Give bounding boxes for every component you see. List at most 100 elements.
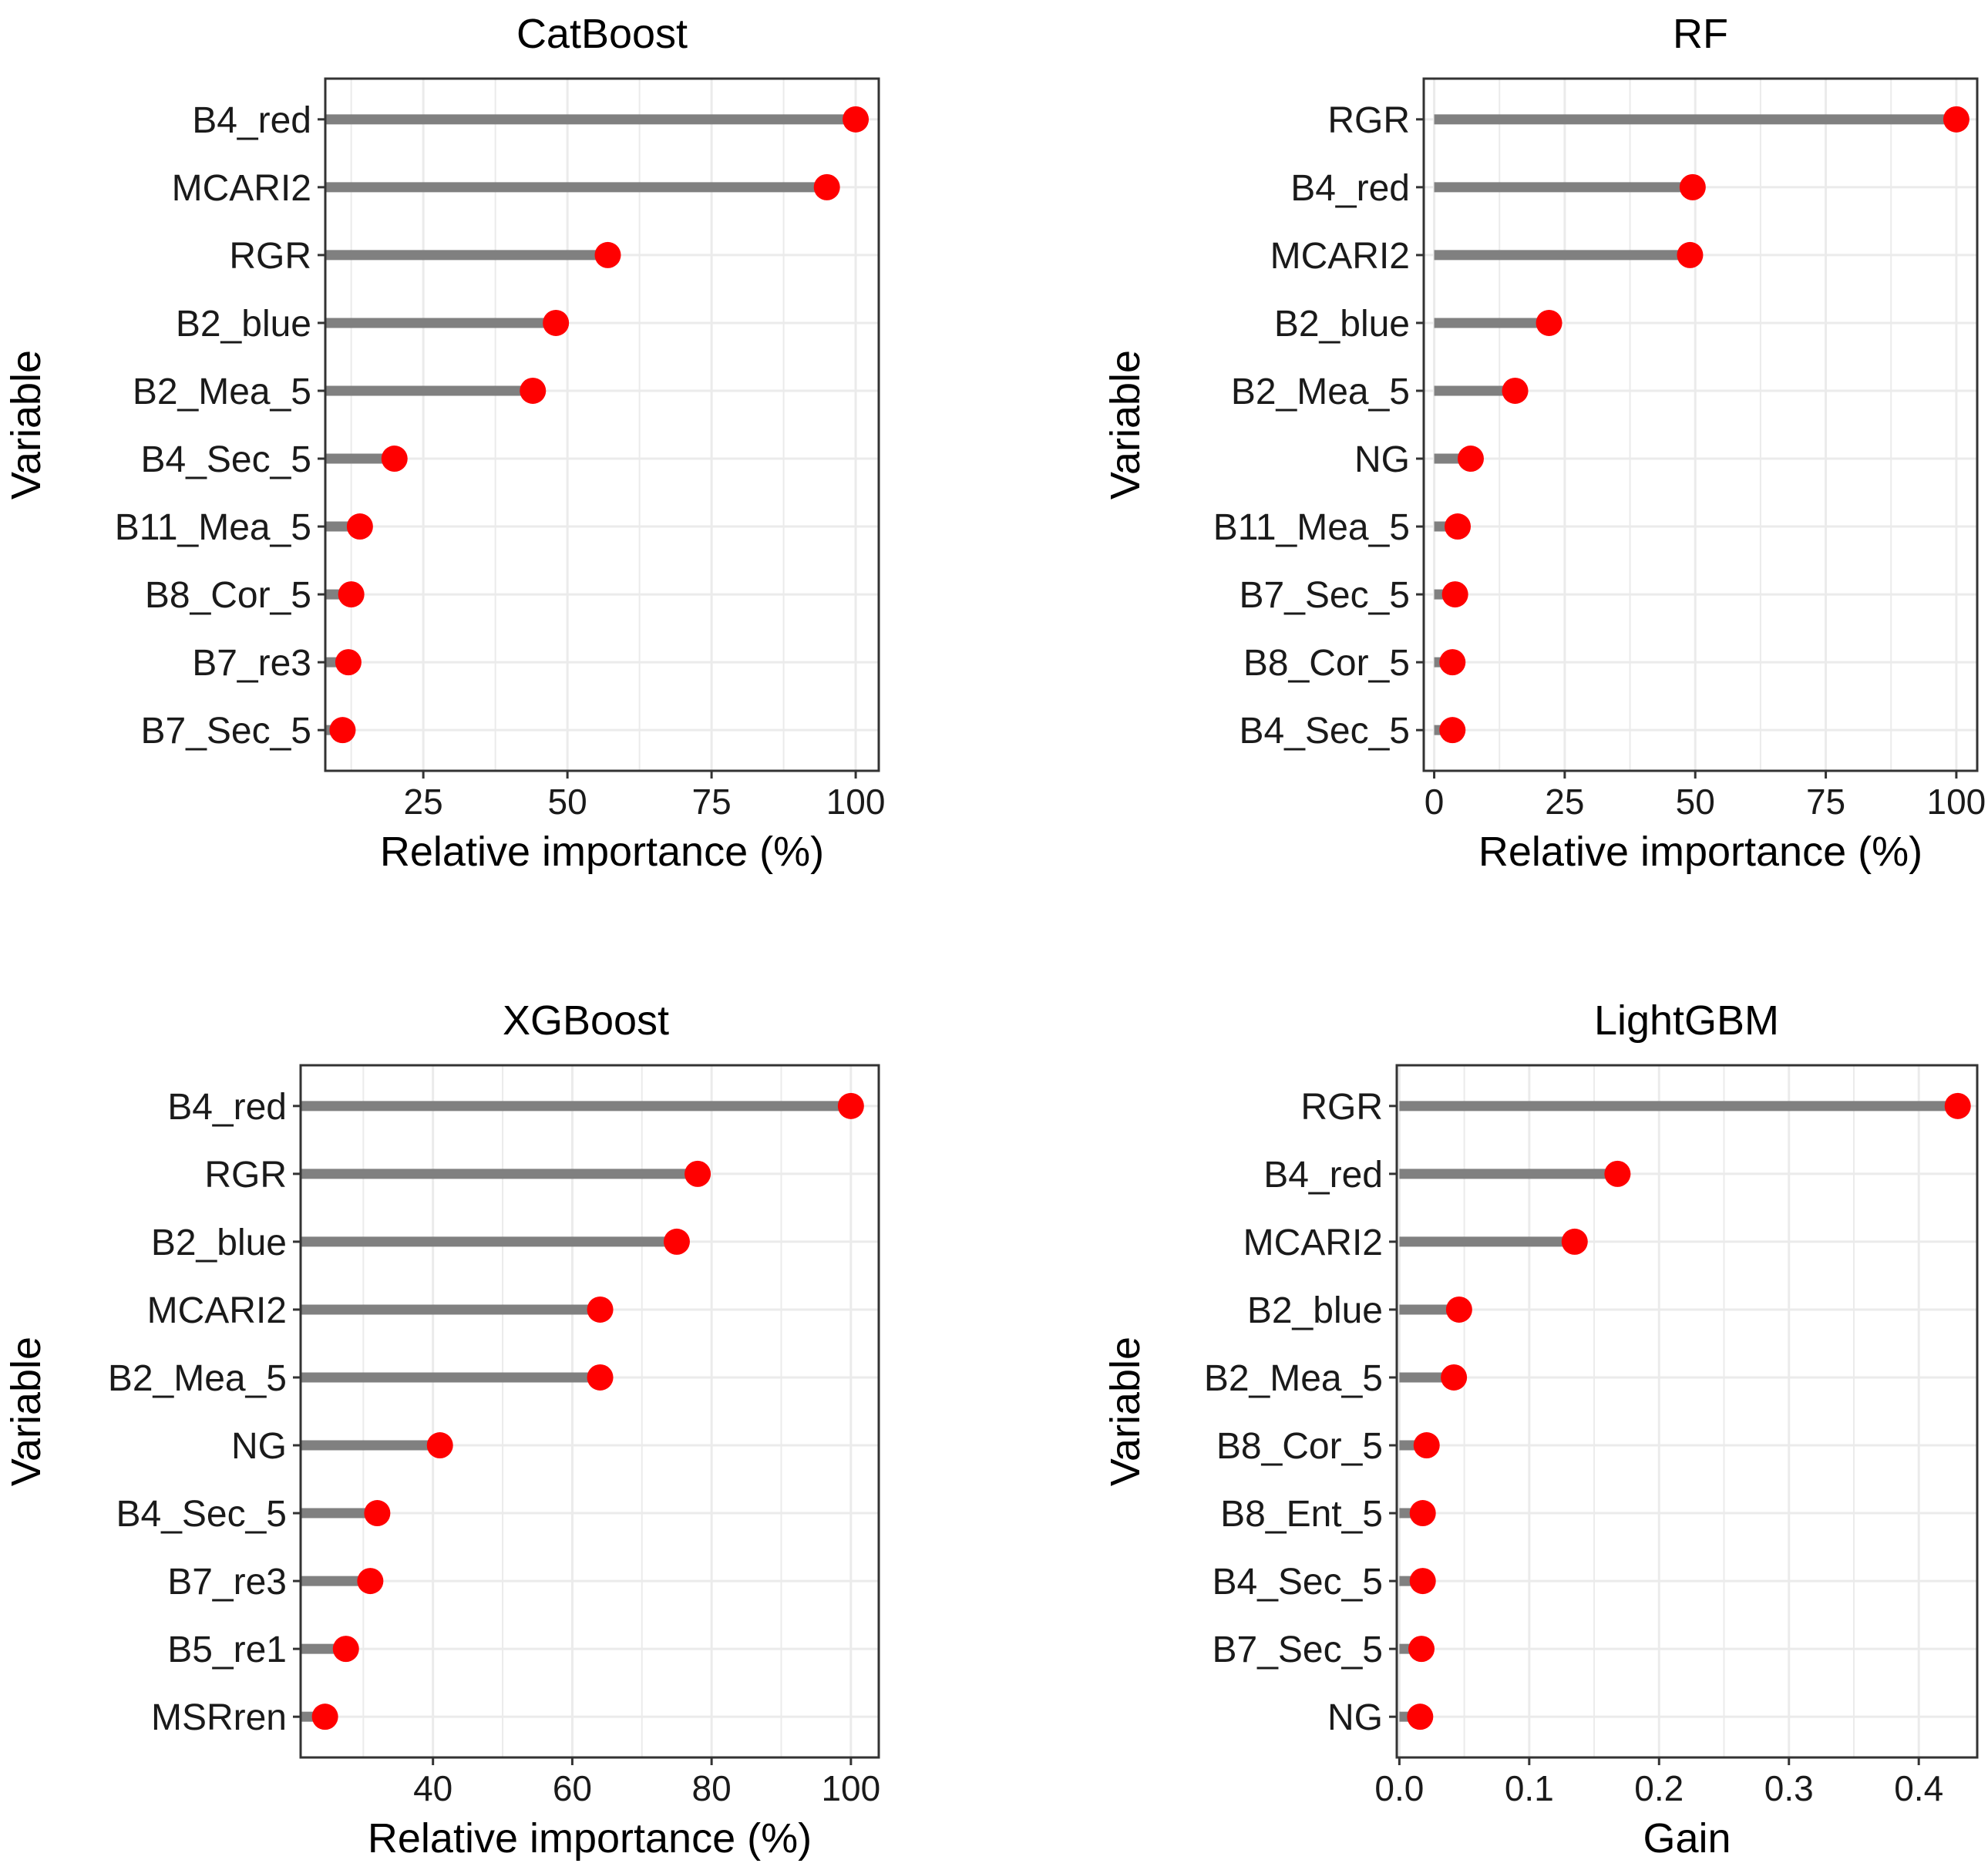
data-point bbox=[364, 1500, 391, 1527]
category-label: B4_red bbox=[1290, 168, 1410, 209]
data-point bbox=[843, 106, 870, 133]
plot-background bbox=[1397, 1065, 1977, 1757]
category-label: B4_Sec_5 bbox=[140, 439, 311, 480]
panel-border bbox=[1422, 77, 1979, 772]
panel-rf: RGR B4_red MCARI2 B2_blue B2_Mea_5 NG B11_Mea_… bbox=[1102, 11, 1986, 875]
category-label: RGR bbox=[204, 1155, 287, 1196]
category-label: MCARI2 bbox=[172, 168, 311, 209]
category-label: RGR bbox=[1327, 100, 1410, 141]
data-point bbox=[1441, 1364, 1468, 1391]
data-point bbox=[1943, 106, 1969, 133]
data-point bbox=[1604, 1160, 1631, 1187]
panel-catboost: B4_red MCARI2 RGR B2_blue B2_Mea_5 B4_Sec_5 B1… bbox=[3, 11, 885, 875]
category-label: B2_Mea_5 bbox=[133, 372, 311, 412]
category-label: MCARI2 bbox=[147, 1290, 287, 1331]
data-point bbox=[1439, 649, 1466, 676]
data-point bbox=[587, 1364, 614, 1391]
category-label: NG bbox=[231, 1426, 287, 1467]
data-point bbox=[594, 241, 621, 268]
data-point bbox=[1502, 377, 1529, 404]
data-point bbox=[1407, 1704, 1434, 1730]
x-tick-label: 0 bbox=[1425, 782, 1445, 822]
category-label: MSRren bbox=[151, 1697, 287, 1738]
data-point bbox=[338, 581, 365, 608]
data-point bbox=[663, 1228, 690, 1255]
category-label: B2_blue bbox=[1247, 1290, 1383, 1331]
category-label: B2_blue bbox=[151, 1223, 287, 1263]
category-label: B4_red bbox=[167, 1087, 287, 1128]
category-label: NG bbox=[1354, 439, 1410, 480]
x-tick-label: 50 bbox=[548, 782, 587, 822]
category-label: MCARI2 bbox=[1270, 236, 1410, 277]
category-label: B4_Sec_5 bbox=[1239, 711, 1410, 752]
category-label: B4_red bbox=[192, 100, 311, 141]
category-label: B2_Mea_5 bbox=[1204, 1358, 1383, 1399]
panel-border bbox=[1395, 1064, 1979, 1759]
x-tick-label: 80 bbox=[692, 1768, 732, 1808]
y-axis-title: Variable bbox=[1102, 1337, 1149, 1486]
data-point bbox=[335, 649, 362, 676]
data-point bbox=[1457, 446, 1484, 473]
chart-title: LightGBM bbox=[1594, 997, 1779, 1044]
category-label: RGR bbox=[229, 236, 311, 277]
panel-border bbox=[324, 77, 880, 772]
data-point bbox=[332, 1636, 359, 1663]
x-tick-label: 0.4 bbox=[1894, 1768, 1943, 1808]
data-point bbox=[813, 173, 840, 200]
x-tick-label: 0.0 bbox=[1374, 1768, 1424, 1808]
data-point bbox=[1536, 309, 1562, 336]
category-label: MCARI2 bbox=[1243, 1223, 1383, 1263]
data-point bbox=[1413, 1432, 1440, 1459]
x-tick-label: 75 bbox=[1806, 782, 1845, 822]
y-axis-title: Variable bbox=[3, 1337, 49, 1486]
plot-background bbox=[301, 1065, 879, 1757]
x-axis-title: Relative importance (%) bbox=[368, 1815, 812, 1862]
x-tick-label: 100 bbox=[826, 782, 886, 822]
data-point bbox=[1679, 173, 1706, 200]
category-label: B7_Sec_5 bbox=[1212, 1630, 1383, 1670]
x-tick-label: 100 bbox=[821, 1768, 880, 1808]
x-tick-label: 50 bbox=[1676, 782, 1715, 822]
data-point bbox=[685, 1160, 711, 1187]
panel-border bbox=[299, 1064, 880, 1759]
data-point bbox=[381, 446, 408, 473]
category-label: B11_Mea_5 bbox=[1213, 507, 1410, 548]
x-tick-label: 25 bbox=[404, 782, 443, 822]
category-label: B8_Cor_5 bbox=[1216, 1426, 1383, 1467]
data-point bbox=[520, 377, 547, 404]
x-tick-label: 75 bbox=[692, 782, 732, 822]
data-point bbox=[329, 717, 356, 744]
category-label: B7_re3 bbox=[192, 643, 311, 684]
panel-xgboost: B4_red RGR B2_blue MCARI2 B2_Mea_5 NG B4_Sec_5… bbox=[3, 997, 880, 1862]
panel-lightgbm: RGR B4_red MCARI2 B2_blue B2_Mea_5 B8_Cor_5 B8… bbox=[1102, 997, 1979, 1862]
category-label: B5_re1 bbox=[167, 1630, 287, 1670]
data-point bbox=[426, 1432, 453, 1459]
y-axis-title: Variable bbox=[1102, 350, 1149, 499]
x-tick-label: 25 bbox=[1545, 782, 1584, 822]
x-axis-title: Relative importance (%) bbox=[380, 829, 824, 875]
data-point bbox=[837, 1092, 864, 1119]
category-label: B2_Mea_5 bbox=[1231, 372, 1410, 412]
data-point bbox=[1944, 1092, 1971, 1119]
data-point bbox=[1409, 1500, 1436, 1527]
data-point bbox=[1561, 1228, 1588, 1255]
category-label: B7_re3 bbox=[167, 1562, 287, 1603]
data-point bbox=[1408, 1636, 1435, 1663]
category-label: B11_Mea_5 bbox=[115, 507, 311, 548]
x-tick-label: 0.3 bbox=[1764, 1768, 1814, 1808]
category-label: B7_Sec_5 bbox=[1239, 575, 1410, 616]
plot-background bbox=[325, 79, 879, 771]
x-tick-label: 100 bbox=[1927, 782, 1986, 822]
chart-title: RF bbox=[1673, 11, 1728, 57]
category-label: RGR bbox=[1300, 1087, 1383, 1128]
data-point bbox=[1441, 581, 1468, 608]
chart-title: CatBoost bbox=[516, 11, 688, 57]
category-label: B2_Mea_5 bbox=[108, 1358, 287, 1399]
x-tick-label: 0.2 bbox=[1634, 1768, 1684, 1808]
data-point bbox=[1677, 241, 1704, 268]
x-tick-label: 60 bbox=[553, 1768, 592, 1808]
x-tick-label: 40 bbox=[413, 1768, 452, 1808]
data-point bbox=[1445, 1296, 1472, 1323]
category-label: B4_Sec_5 bbox=[116, 1494, 287, 1535]
data-point bbox=[1445, 513, 1472, 540]
